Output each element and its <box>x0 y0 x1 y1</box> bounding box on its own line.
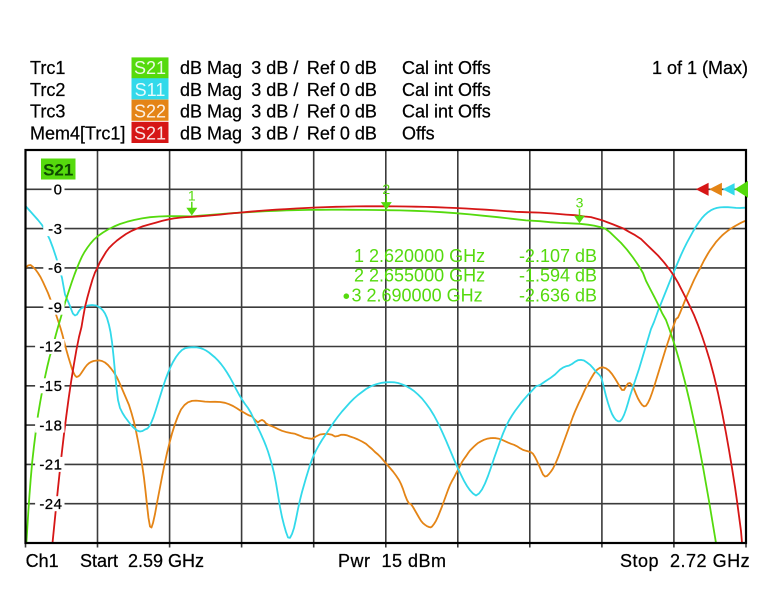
svg-text:dB Mag: dB Mag <box>180 80 242 100</box>
svg-text:2 2.655000 GHz: 2 2.655000 GHz <box>354 266 485 286</box>
svg-text:-3: -3 <box>48 221 62 238</box>
svg-text:dB Mag: dB Mag <box>180 58 242 78</box>
svg-text:dB Mag: dB Mag <box>180 102 242 122</box>
svg-text:Stop 2.72 GHz: Stop 2.72 GHz <box>620 551 750 571</box>
svg-text:Trc3: Trc3 <box>30 102 65 122</box>
svg-text:dB Mag: dB Mag <box>180 123 242 143</box>
svg-text:-9: -9 <box>48 299 62 316</box>
svg-text:Ref 0 dB: Ref 0 dB <box>307 80 377 100</box>
svg-text:3 dB /: 3 dB / <box>251 58 298 78</box>
svg-text:S21: S21 <box>134 58 166 78</box>
svg-text:-6: -6 <box>48 260 62 277</box>
svg-text:2: 2 <box>382 181 390 197</box>
svg-text:Ref 0 dB: Ref 0 dB <box>307 58 377 78</box>
svg-text:Ref 0 dB: Ref 0 dB <box>307 123 377 143</box>
svg-text:-18: -18 <box>39 417 62 434</box>
svg-text:S22: S22 <box>134 102 166 122</box>
svg-text:Trc2: Trc2 <box>30 80 65 100</box>
svg-text:1: 1 <box>188 187 196 203</box>
svg-text:Cal int Offs: Cal int Offs <box>402 58 491 78</box>
svg-text:3: 3 <box>576 194 584 210</box>
svg-text:S21: S21 <box>134 123 166 143</box>
svg-text:3 dB /: 3 dB / <box>251 102 298 122</box>
svg-text:Trc1: Trc1 <box>30 58 65 78</box>
svg-text:1 of 1 (Max): 1 of 1 (Max) <box>652 58 748 78</box>
svg-text:Ref 0 dB: Ref 0 dB <box>307 102 377 122</box>
svg-text:S21: S21 <box>43 160 73 179</box>
svg-text:3 dB /: 3 dB / <box>251 123 298 143</box>
svg-text:Cal int Offs: Cal int Offs <box>402 80 491 100</box>
svg-text:-24: -24 <box>39 496 62 513</box>
svg-text:Start 2.59 GHz: Start 2.59 GHz <box>80 551 204 571</box>
svg-text:0: 0 <box>54 182 63 199</box>
svg-text:-1.594 dB: -1.594 dB <box>519 266 597 286</box>
svg-text:-21: -21 <box>39 457 62 474</box>
svg-text:Ch1: Ch1 <box>26 551 59 571</box>
svg-text:-15: -15 <box>39 378 62 395</box>
svg-text:3 dB /: 3 dB / <box>251 80 298 100</box>
svg-text:-2.107 dB: -2.107 dB <box>519 246 597 266</box>
svg-text:Mem4[Trc1]: Mem4[Trc1] <box>30 123 125 143</box>
svg-text:Cal int Offs: Cal int Offs <box>402 102 491 122</box>
svg-text:-2.636 dB: -2.636 dB <box>519 286 597 306</box>
svg-text:Pwr 15 dBm: Pwr 15 dBm <box>338 551 447 571</box>
svg-text:1 2.620000 GHz: 1 2.620000 GHz <box>354 246 485 266</box>
svg-text:Offs: Offs <box>402 123 435 143</box>
svg-text:3 2.690000 GHz: 3 2.690000 GHz <box>352 286 483 306</box>
svg-text:S11: S11 <box>135 80 166 100</box>
svg-text:-12: -12 <box>39 339 62 356</box>
